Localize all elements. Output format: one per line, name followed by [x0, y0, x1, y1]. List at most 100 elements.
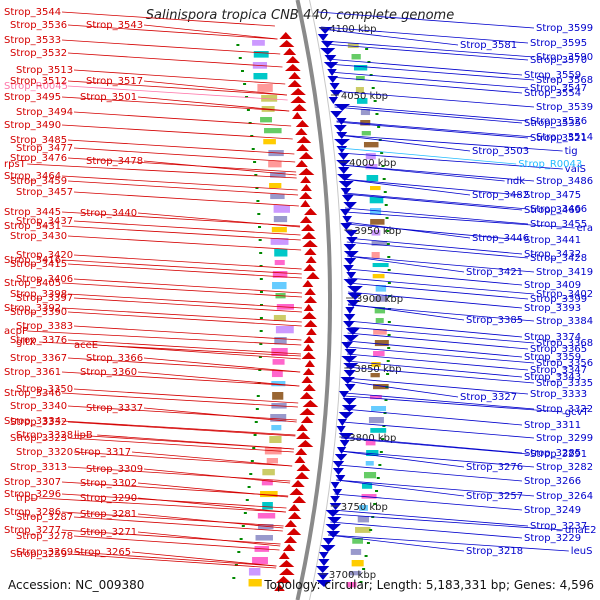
reverse-gene-label: Strop_3359: [524, 352, 581, 363]
cog-feature-block: [260, 491, 278, 498]
forward-gene-arrow: [301, 232, 317, 239]
forward-gene-arrow: [304, 248, 317, 255]
forward-gene-label: rpsT: [4, 159, 27, 170]
cog-feature-block: [372, 274, 385, 279]
reverse-gene-label: Strop_3503: [472, 146, 529, 157]
cog-feature-block: [273, 205, 290, 213]
reverse-gene-arrow: [330, 482, 340, 489]
reverse-gene-arrow: [336, 426, 346, 433]
cog-feature-block: [273, 315, 286, 321]
cog-feature-block: [365, 439, 376, 446]
forward-gene-label: Strop_3337: [86, 403, 143, 414]
forward-gene-label: Strop_3367: [10, 353, 67, 364]
forward-gene-arrow: [298, 168, 315, 175]
forward-gene-label: Strop_3406: [16, 274, 73, 285]
cog-feature-block: [252, 557, 268, 565]
reverse-leader-line: [347, 320, 523, 338]
reverse-gene-arrow: [332, 461, 345, 468]
forward-leader-line: [131, 451, 293, 467]
cog-feature-block: [272, 359, 285, 365]
green-tick-mark: [385, 217, 389, 219]
forward-gene-arrow: [302, 240, 318, 247]
cog-feature-block: [365, 153, 376, 160]
reverse-gene-arrow: [334, 139, 350, 146]
forward-gene-arrow: [274, 584, 285, 591]
forward-leader-line: [61, 371, 300, 387]
forward-gene-arrow: [278, 560, 295, 567]
cog-feature-block: [253, 51, 269, 58]
reverse-gene-arrow: [345, 328, 360, 335]
green-tick-mark: [239, 538, 243, 540]
scale-tick-label: 3800 kbp: [349, 433, 396, 444]
reverse-gene-label: Strop_3599: [536, 23, 593, 34]
reverse-leader-line: [343, 408, 523, 426]
reverse-leader-line: [343, 193, 523, 211]
reverse-leader-line: [347, 326, 535, 344]
forward-gene-label: gltX: [16, 337, 36, 348]
reverse-gene-arrow: [319, 552, 329, 559]
green-tick-mark: [382, 425, 386, 427]
forward-leader-line: [61, 511, 284, 527]
cog-feature-block: [351, 560, 364, 567]
forward-gene-arrow: [300, 200, 311, 207]
reverse-gene-arrow: [316, 566, 330, 573]
forward-gene-arrow: [304, 208, 318, 215]
forward-leader-line: [27, 330, 302, 346]
forward-gene-label: Strop_3302: [80, 478, 137, 489]
reverse-gene-label: Strop_3282: [536, 462, 593, 473]
reverse-gene-label: tig: [565, 146, 578, 157]
cog-feature-block: [274, 337, 287, 345]
reverse-gene-arrow: [320, 48, 336, 55]
forward-gene-label: aceE: [74, 340, 98, 351]
cog-feature-block: [369, 197, 384, 204]
forward-gene-arrow: [299, 216, 313, 223]
green-tick-mark: [254, 174, 258, 176]
scale-tick-label: 4000 kbp: [349, 158, 396, 169]
green-tick-mark: [380, 152, 384, 154]
forward-gene-label: Strop_3485: [10, 135, 67, 146]
reverse-gene-arrow: [343, 370, 356, 377]
green-tick-mark: [258, 239, 262, 241]
green-tick-mark: [259, 252, 263, 254]
green-tick-mark: [236, 44, 240, 46]
reverse-gene-label: Strop_3521: [530, 133, 587, 144]
cog-feature-block: [360, 109, 371, 116]
cog-feature-block: [262, 469, 275, 476]
scale-tick-label: 3950 kbp: [354, 226, 401, 237]
forward-gene-arrow: [298, 152, 314, 159]
forward-gene-label: Strop_3383: [16, 321, 73, 332]
forward-leader-line: [131, 551, 277, 567]
reverse-leader-line: [338, 134, 563, 152]
green-tick-mark: [383, 191, 387, 193]
green-tick-mark: [387, 308, 391, 310]
reverse-gene-arrow: [337, 419, 347, 426]
forward-leader-line: [137, 482, 289, 498]
reverse-gene-label: Strop_3356: [536, 358, 593, 369]
inner-guide-arc: [309, 0, 343, 600]
reverse-gene-label: Strop_3421: [466, 267, 523, 278]
green-tick-mark: [384, 204, 388, 206]
reverse-leader-line: [343, 192, 529, 210]
reverse-gene-arrow: [339, 440, 350, 447]
reverse-leader-line: [345, 377, 529, 395]
reverse-gene-arrow: [337, 174, 353, 181]
forward-gene-arrow: [303, 336, 315, 343]
reverse-leader-line: [347, 255, 535, 273]
reverse-gene-label: Strop_3514: [536, 132, 593, 143]
forward-gene-arrow: [287, 80, 302, 87]
green-tick-mark: [365, 48, 369, 50]
reverse-gene-arrow: [328, 97, 339, 104]
cog-feature-block: [357, 516, 370, 523]
forward-gene-arrow: [305, 256, 317, 263]
cog-feature-block: [360, 120, 371, 126]
forward-leader-line: [73, 535, 280, 551]
forward-leader-line: [137, 371, 300, 387]
cog-feature-block: [351, 54, 361, 60]
cog-feature-block: [262, 502, 273, 510]
reverse-leader-line: [344, 392, 535, 410]
forward-gene-label: Strop_3309: [86, 464, 143, 475]
forward-gene-arrow: [304, 360, 315, 367]
green-tick-mark: [373, 100, 377, 102]
cog-feature-block: [366, 450, 379, 457]
forward-gene-arrow: [299, 408, 316, 415]
